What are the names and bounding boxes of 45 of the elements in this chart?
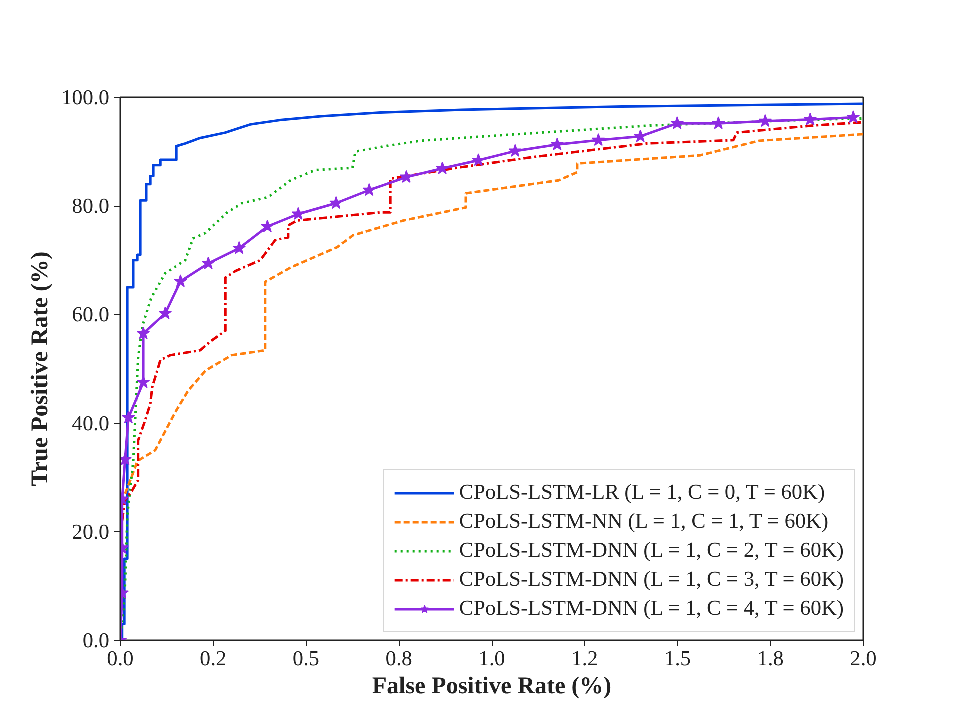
legend-label: CPoLS-LSTM-DNN (L = 1, C = 3, T = 60K) <box>459 567 844 592</box>
point <box>804 112 818 126</box>
y-tick-label: 0.0 <box>82 628 110 652</box>
point <box>362 183 376 196</box>
legend-label: CPoLS-LSTM-DNN (L = 1, C = 2, T = 60K) <box>459 538 844 563</box>
point <box>260 220 274 232</box>
y-tick-label: 100.0 <box>62 86 110 110</box>
x-tick-label: 0.5 <box>292 646 320 670</box>
point <box>758 114 772 128</box>
point <box>136 376 150 388</box>
x-tick-label: 0.2 <box>200 646 227 670</box>
x-axis-title: False Positive Rate (%) <box>372 674 612 700</box>
point <box>508 144 522 158</box>
y-tick-label: 60.0 <box>72 302 110 327</box>
x-tick-label: 1.0 <box>478 646 506 670</box>
point <box>634 130 648 142</box>
x-tick-label: 2.0 <box>850 646 877 670</box>
y-tick-label: 80.0 <box>72 194 110 218</box>
x-tick-label: 0.0 <box>107 646 134 670</box>
point <box>292 207 306 220</box>
x-tick-label: 1.8 <box>757 646 784 670</box>
point <box>400 170 414 184</box>
point <box>592 133 606 146</box>
point <box>122 410 136 424</box>
y-tick-label: 40.0 <box>72 411 110 436</box>
point <box>436 162 450 174</box>
point <box>174 274 188 288</box>
point <box>550 138 564 150</box>
point <box>846 110 860 124</box>
x-tick-label: 1.2 <box>572 646 598 670</box>
x-tick-label: 0.8 <box>386 646 412 670</box>
point <box>330 196 344 210</box>
y-tick-label: 20.0 <box>72 520 110 544</box>
legend-label: CPoLS-LSTM-LR (L = 1, C = 0, T = 60K) <box>459 480 826 505</box>
legend-label: CPoLS-LSTM-DNN (L = 1, C = 4, T = 60K) <box>459 596 844 621</box>
x-tick-label: 1.5 <box>664 646 692 670</box>
point <box>136 326 150 340</box>
point <box>232 241 246 254</box>
point <box>670 116 684 130</box>
y-axis-title: True Positive Rate (%) <box>28 252 54 486</box>
point <box>158 306 172 320</box>
point <box>472 153 486 166</box>
point <box>712 116 726 130</box>
legend-label: CPoLS-LSTM-NN (L = 1, C = 1, T = 60K) <box>459 509 829 534</box>
point <box>202 256 216 270</box>
